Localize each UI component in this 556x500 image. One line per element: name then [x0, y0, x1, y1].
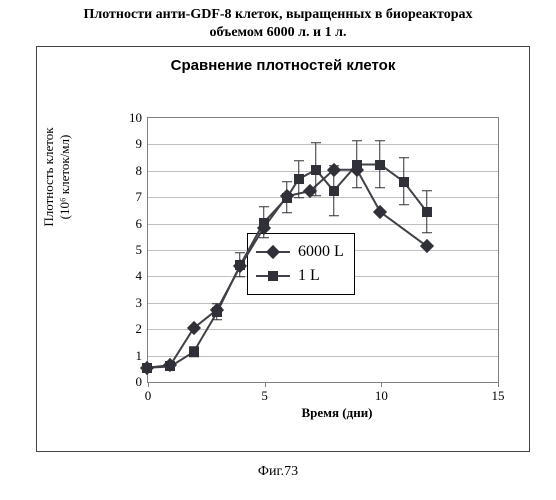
outer-title-line1: Плотности анти-GDF-8 клеток, выращенных …: [84, 7, 473, 22]
error-cap: [294, 160, 304, 161]
marker-square: [165, 361, 175, 371]
y-tick-label: 7: [136, 189, 143, 205]
inner-title: Сравнение плотностей клеток: [37, 57, 529, 74]
error-cap: [422, 232, 432, 233]
marker-diamond: [422, 241, 432, 251]
error-cap: [352, 140, 362, 141]
error-cap: [259, 206, 269, 207]
chart-panel: Сравнение плотностей клеток Плотность кл…: [36, 46, 530, 452]
error-cap: [235, 276, 245, 277]
error-cap: [282, 213, 292, 214]
marker-diamond: [329, 165, 339, 175]
marker-square: [294, 174, 304, 184]
marker-square: [422, 207, 432, 217]
error-cap: [422, 190, 432, 191]
x-tick: [148, 382, 149, 387]
marker-square: [212, 307, 222, 317]
y-tick-label: 4: [136, 268, 143, 284]
error-cap: [212, 320, 222, 321]
x-tick: [381, 382, 382, 387]
error-cap: [294, 197, 304, 198]
y-tick-label: 6: [136, 216, 143, 232]
y-tick-label: 3: [136, 295, 143, 311]
error-cap: [282, 181, 292, 182]
x-tick-label: 10: [375, 388, 388, 404]
x-tick: [498, 382, 499, 387]
marker-square: [375, 160, 385, 170]
x-tick: [265, 382, 266, 387]
error-cap: [329, 215, 339, 216]
error-cap: [375, 188, 385, 189]
y-tick-label: 5: [136, 242, 143, 258]
series-lines: [147, 117, 497, 381]
marker-square: [189, 347, 199, 357]
y-axis-label-line2: (10⁶ клеток/мл): [57, 89, 73, 265]
x-tick-label: 5: [261, 388, 268, 404]
error-cap: [399, 205, 409, 206]
marker-square: [399, 177, 409, 187]
y-tick-label: 9: [136, 136, 143, 152]
error-cap: [259, 238, 269, 239]
error-cap: [399, 157, 409, 158]
marker-square: [311, 165, 321, 175]
x-tick-label: 15: [492, 388, 505, 404]
outer-title-line2: объемом 6000 л. и 1 л.: [210, 25, 347, 40]
y-tick-label: 1: [136, 348, 143, 364]
error-cap: [235, 252, 245, 253]
y-axis-label: Плотность клеток (10⁶ клеток/мл): [41, 177, 59, 209]
marker-diamond: [305, 186, 315, 196]
y-tick-label: 10: [129, 110, 142, 126]
y-axis-label-line1: Плотность клеток: [41, 89, 57, 265]
marker-square: [259, 218, 269, 228]
outer-title: Плотности анти-GDF-8 клеток, выращенных …: [0, 6, 556, 41]
marker-square: [142, 363, 152, 373]
page-root: Плотности анти-GDF-8 клеток, выращенных …: [0, 0, 556, 500]
marker-square: [352, 160, 362, 170]
y-tick-label: 2: [136, 321, 143, 337]
marker-square: [235, 260, 245, 270]
error-cap: [352, 188, 362, 189]
x-axis-label: Время (дни): [237, 405, 437, 421]
plot-area: 012345678910051015: [147, 117, 497, 381]
marker-diamond: [375, 207, 385, 217]
marker-square: [282, 193, 292, 203]
error-cap: [311, 143, 321, 144]
marker-diamond: [189, 323, 199, 333]
y-tick-label: 0: [136, 374, 143, 390]
x-tick-label: 0: [145, 388, 152, 404]
y-tick-label: 8: [136, 163, 143, 179]
figure-label: Фиг.73: [0, 464, 556, 480]
marker-square: [329, 186, 339, 196]
error-cap: [375, 140, 385, 141]
